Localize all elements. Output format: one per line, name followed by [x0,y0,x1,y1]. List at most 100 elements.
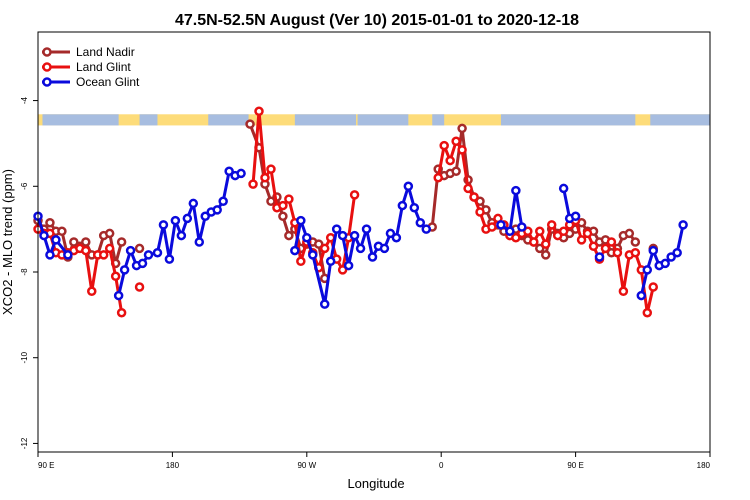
data-point [648,245,659,256]
data-point [104,243,115,254]
ocean-band-segment [432,114,445,126]
x-tick-label: 180 [697,461,711,470]
data-point [69,237,79,247]
y-tick-label: -12 [20,437,29,449]
data-point [39,230,49,241]
data-point [451,136,461,147]
data-point [302,232,312,243]
ocean-band-segment [650,114,710,126]
data-point [433,172,443,183]
x-tick-label: 90 W [297,461,316,470]
legend-marker [42,62,52,72]
data-point [224,166,234,177]
data-point [600,243,611,254]
data-point [51,235,61,245]
x-tick-label: 90 E [38,461,54,470]
legend-label: Ocean Glint [76,75,140,89]
data-point [116,237,127,247]
data-point [182,213,193,224]
y-tick-label: -6 [20,182,29,190]
ocean-band-segment [500,114,636,126]
series-layer [33,106,688,318]
data-point [618,286,629,297]
data-point [540,250,551,260]
data-point [125,245,136,256]
data-point [487,222,497,232]
data-point [379,243,390,254]
data-point [475,207,485,217]
data-point [194,237,205,247]
ocean-band-segment [139,114,158,126]
data-point [45,250,55,260]
data-point [81,245,91,256]
data-point [529,237,539,247]
data-point [308,250,318,260]
x-tick-label: 180 [166,461,180,470]
y-tick-label: -10 [20,351,29,363]
y-tick-label: -4 [20,96,29,104]
legend-marker [42,77,52,87]
data-point [409,202,420,213]
chart-title: 47.5N-52.5N August (Ver 10) 2015-01-01 t… [175,12,579,29]
data-point [588,241,599,252]
data-point [290,245,300,256]
ocean-band-segment [357,114,409,126]
data-point [576,235,587,245]
data-point [421,224,432,234]
ocean-band-segment [42,114,119,126]
y-axis-label: XCO2 - MLO trend (ppm) [0,169,15,315]
data-point [594,252,605,262]
data-point [540,239,551,249]
series-land-glint [33,106,659,318]
data-point [143,250,154,260]
data-point [349,190,360,200]
data-point [331,224,342,234]
data-point [469,192,479,202]
data-point [45,217,55,228]
legend-label: Land Nadir [76,45,135,59]
data-point [558,183,569,194]
data-point [325,256,336,267]
data-point [278,211,288,222]
data-point [63,250,73,260]
data-point [319,299,330,309]
legend-label: Land Glint [76,60,131,74]
data-point [403,181,414,192]
ocean-band-segment [294,114,357,126]
data-point [672,247,682,258]
data-point [116,307,127,318]
data-point [361,224,372,234]
data-point [245,119,255,129]
data-point [511,232,521,243]
data-point [87,286,97,297]
legend-entry: Land Nadir [42,45,135,59]
data-point [266,164,276,174]
data-point [385,228,396,239]
data-point [260,172,270,183]
data-point [636,290,647,301]
legend-marker [42,47,52,57]
data-point [81,237,91,247]
data-point [278,200,288,211]
data-point [463,183,473,194]
data-point [535,243,545,254]
data-point [113,290,124,301]
data-point [642,307,653,318]
data-point [110,271,121,282]
data-point [104,228,115,239]
data-point [630,237,641,247]
data-point [137,258,148,269]
data-point [642,265,653,275]
x-axis-label: Longitude [347,476,404,491]
legend-entry: Ocean Glint [42,75,140,89]
data-point [367,252,378,262]
legend-entry: Land Glint [42,60,131,74]
data-point [254,106,264,117]
data-point [457,123,467,134]
series-line [436,139,655,315]
data-point [296,256,306,267]
data-point [355,243,366,254]
data-point [134,243,145,254]
data-point [337,265,348,275]
